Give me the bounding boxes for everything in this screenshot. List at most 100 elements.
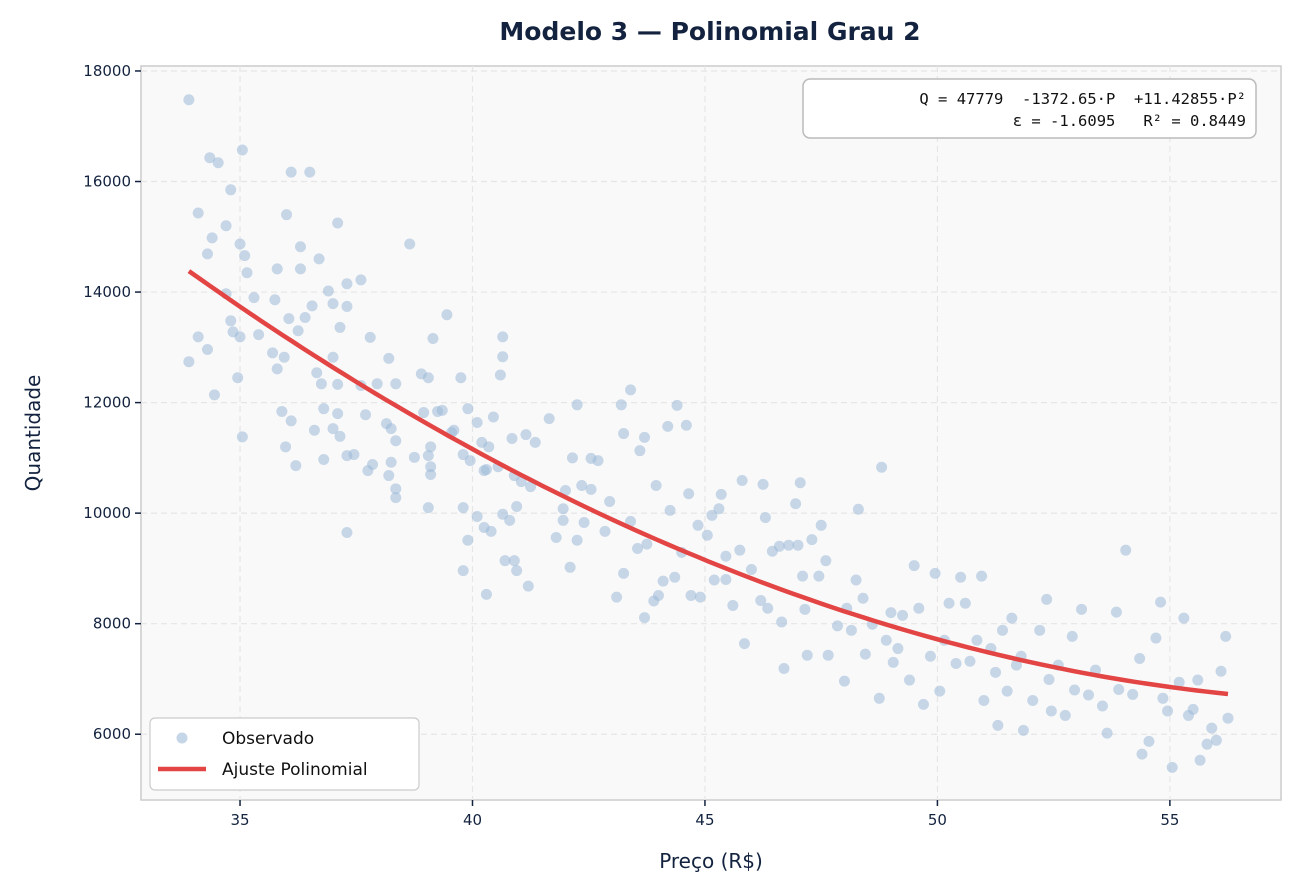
data-point [615, 399, 627, 411]
data-point [1215, 665, 1227, 677]
data-point [425, 468, 437, 480]
data-point [497, 351, 509, 363]
data-point [1041, 593, 1053, 605]
data-point [299, 311, 311, 323]
data-point [852, 503, 864, 515]
data-point [332, 378, 344, 390]
data-point [1127, 688, 1139, 700]
data-point [997, 624, 1009, 636]
data-point [876, 461, 888, 473]
data-point [873, 692, 885, 704]
data-point [271, 263, 283, 275]
data-point [422, 372, 434, 384]
data-point [639, 612, 651, 624]
data-point [483, 441, 495, 453]
data-point [504, 514, 516, 526]
data-point [680, 419, 692, 431]
data-point [701, 529, 713, 541]
data-point [838, 675, 850, 687]
data-point [332, 408, 344, 420]
data-point [880, 634, 892, 646]
data-point [831, 620, 843, 632]
data-point [385, 456, 397, 468]
data-point [1120, 544, 1132, 556]
data-point [917, 698, 929, 710]
data-point [611, 591, 623, 603]
data-point [232, 372, 244, 384]
y-tick-label: 10000 [83, 504, 131, 522]
data-point [929, 567, 941, 579]
data-point [311, 367, 323, 379]
data-point [755, 594, 767, 606]
x-tick-label: 40 [463, 811, 482, 829]
data-point [683, 488, 695, 500]
data-point [308, 424, 320, 436]
data-point [520, 429, 532, 441]
data-point [334, 430, 346, 442]
data-point [441, 309, 453, 321]
data-point [292, 325, 304, 337]
data-point [757, 478, 769, 490]
data-point [625, 515, 637, 527]
data-point [1069, 684, 1081, 696]
data-point [183, 94, 195, 106]
fit-curve [187, 269, 1229, 697]
y-tick-label: 6000 [93, 725, 131, 743]
data-point [618, 428, 630, 440]
data-point [408, 451, 420, 463]
equation-line: Q = 47779 -1372.65·P +11.42855·P² [919, 90, 1246, 108]
data-point [971, 634, 983, 646]
data-point [220, 220, 232, 232]
data-point [543, 413, 555, 425]
data-point [557, 503, 569, 515]
data-point [1134, 653, 1146, 665]
data-point [964, 655, 976, 667]
data-point [269, 294, 281, 306]
data-point [924, 650, 936, 662]
data-point [1045, 705, 1057, 717]
data-point [192, 207, 204, 219]
data-point [783, 539, 795, 551]
data-point [383, 470, 395, 482]
data-point [618, 567, 630, 579]
data-point [585, 483, 597, 495]
data-point [462, 534, 474, 546]
data-point [885, 607, 897, 619]
data-point [327, 423, 339, 435]
data-point [738, 638, 750, 650]
data-point [978, 695, 990, 707]
data-point [422, 502, 434, 514]
data-point [462, 403, 474, 415]
x-tick-label: 55 [1160, 811, 1179, 829]
data-point [239, 250, 251, 262]
data-point [208, 389, 220, 401]
data-point [1222, 712, 1234, 724]
elasticity-r2-line: ε = -1.6095 R² = 0.8449 [1013, 112, 1246, 130]
data-point [225, 315, 237, 327]
data-point [192, 331, 204, 343]
data-point [1150, 632, 1162, 644]
data-point [318, 454, 330, 466]
data-point [801, 649, 813, 661]
data-point [1059, 709, 1071, 721]
data-point [494, 369, 506, 381]
data-point [236, 144, 248, 156]
chart-title: Modelo 3 — Polinomial Grau 2 [499, 17, 920, 46]
data-point [1162, 705, 1174, 717]
data-point [857, 592, 869, 604]
data-point [576, 480, 588, 492]
data-point [285, 166, 297, 178]
data-point [390, 435, 402, 447]
x-axis-ticks: 35 40 45 50 55 [230, 800, 1179, 829]
data-point [992, 719, 1004, 731]
data-point [1194, 754, 1206, 766]
data-point [632, 543, 644, 555]
data-point [1034, 624, 1046, 636]
data-point [859, 648, 871, 660]
data-point [566, 452, 578, 464]
data-point [887, 656, 899, 668]
data-point [1001, 685, 1013, 697]
data-point [904, 674, 916, 686]
data-point [253, 329, 265, 341]
data-point [662, 420, 674, 432]
